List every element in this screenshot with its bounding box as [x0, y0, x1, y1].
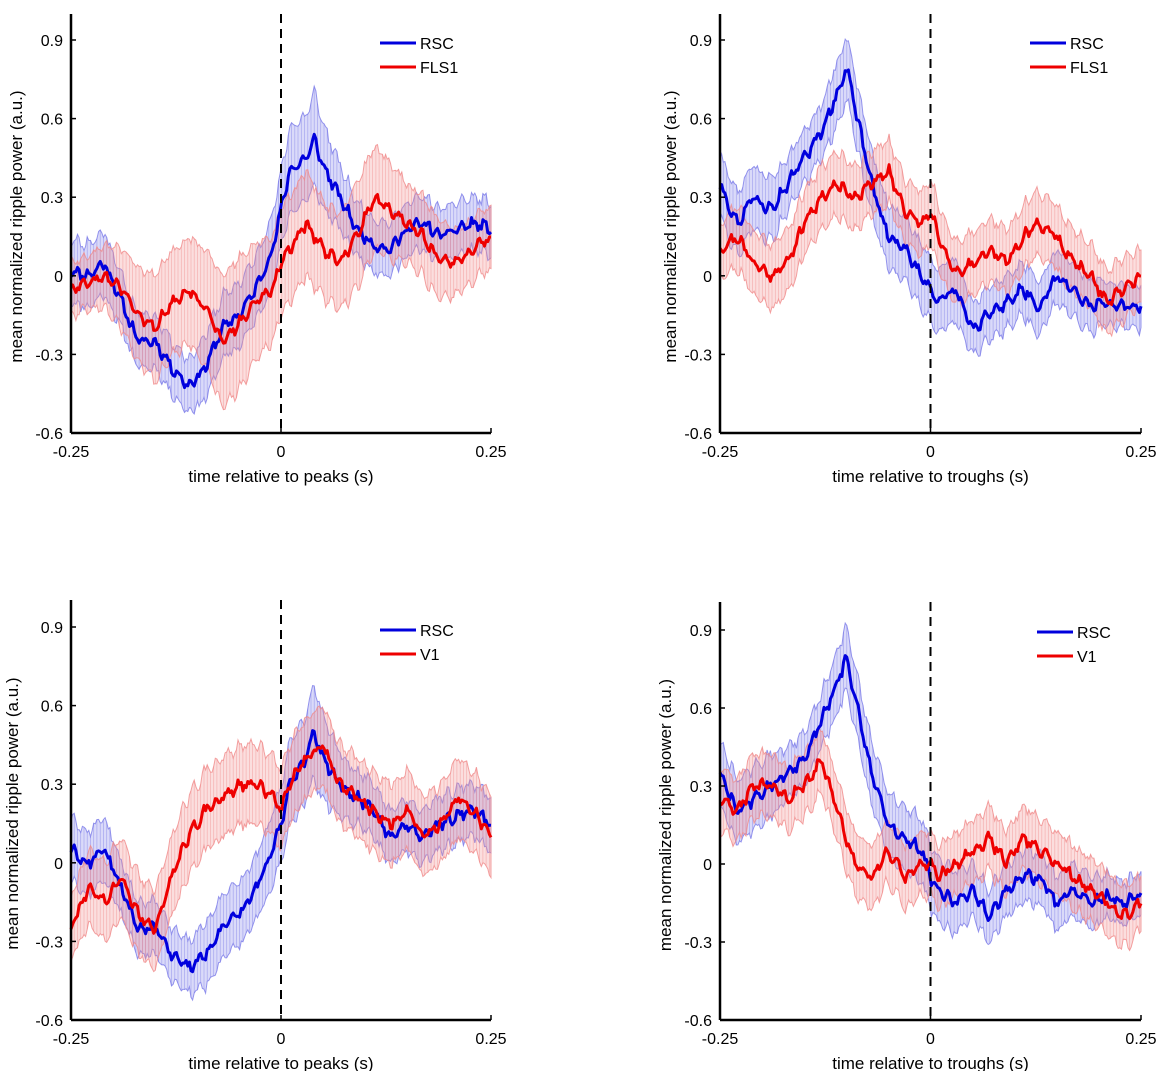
x-tick-label: 0: [926, 444, 935, 461]
x-tick-label: 0.25: [475, 1031, 506, 1048]
legend-label-v1: V1: [420, 647, 440, 664]
confidence-band-v1: [70, 705, 492, 973]
chart-panel-top-left: -0.6 -0.3 0 0.3 0.6 0.9 -0.25 0 0.25 time relativ…: [7, 14, 507, 486]
y-tick-label: 0.3: [690, 779, 712, 796]
y-tick-label: -0.3: [684, 935, 712, 952]
y-tick-label: -0.3: [35, 934, 63, 951]
y-tick-label: 0.9: [690, 33, 712, 50]
legend-label-rsc: RSC: [420, 623, 454, 640]
y-tick-label: 0: [54, 856, 63, 873]
x-axis-label: time relative to peaks (s): [188, 1054, 373, 1071]
chart-panel-top-right: -0.6 -0.3 0 0.3 0.6 0.9 -0.25 0 0.25 time relativ…: [661, 14, 1157, 486]
y-tick-label: 0: [703, 857, 712, 874]
x-tick-label: -0.25: [702, 444, 739, 461]
y-tick-label: 0.6: [41, 699, 63, 716]
y-tick-label: 0.9: [690, 623, 712, 640]
chart-panel-bottom-right: -0.6 -0.3 0 0.3 0.6 0.9 -0.25 0 0.25 time relativ…: [656, 602, 1157, 1071]
y-tick-label: 0.3: [690, 190, 712, 207]
y-tick-label: -0.3: [684, 347, 712, 364]
x-tick-label: 0: [277, 444, 286, 461]
y-tick-label: 0.6: [690, 701, 712, 718]
x-tick-label: 0.25: [1125, 1031, 1156, 1048]
x-tick-label: 0.25: [475, 444, 506, 461]
x-tick-label: 0.25: [1125, 444, 1156, 461]
y-tick-label: -0.6: [35, 1013, 63, 1030]
y-tick-label: -0.6: [684, 1013, 712, 1030]
y-tick-label: -0.3: [35, 347, 63, 364]
y-tick-label: 0.3: [41, 777, 63, 794]
y-axis-label: mean normalized ripple power (a.u.): [7, 90, 26, 362]
legend-label-v1: V1: [1077, 649, 1097, 666]
series-line-rsc: [70, 132, 493, 390]
x-tick-label: -0.25: [702, 1031, 739, 1048]
y-axis-label: mean normalized ripple power (a.u.): [656, 679, 675, 951]
chart-panel-bottom-left: -0.6 -0.3 0 0.3 0.6 0.9 -0.25 0 0.25 time relativ…: [3, 600, 507, 1071]
series-line-rsc: [69, 729, 492, 974]
x-tick-label: 0: [926, 1031, 935, 1048]
x-axis-label: time relative to troughs (s): [832, 1054, 1029, 1071]
legend-label-rsc: RSC: [1070, 36, 1104, 53]
x-tick-label: -0.25: [53, 444, 90, 461]
y-tick-label: 0.9: [41, 620, 63, 637]
legend-label-fls1: FLS1: [1070, 60, 1108, 77]
confidence-band-v1: [719, 727, 1142, 952]
y-tick-label: 0: [703, 269, 712, 286]
y-tick-label: -0.6: [35, 426, 63, 443]
series-line-fls1: [69, 193, 492, 345]
x-axis-label: time relative to troughs (s): [832, 467, 1029, 486]
y-axis-label: mean normalized ripple power (a.u.): [3, 677, 22, 949]
legend-label-rsc: RSC: [420, 36, 454, 53]
y-tick-label: 0.3: [41, 190, 63, 207]
x-tick-label: -0.25: [53, 1031, 90, 1048]
y-tick-label: 0.6: [41, 112, 63, 129]
y-tick-label: 0: [54, 269, 63, 286]
x-tick-label: 0: [277, 1031, 286, 1048]
y-tick-label: 0.6: [690, 112, 712, 129]
legend-label-rsc: RSC: [1077, 625, 1111, 642]
y-tick-label: 0.9: [41, 33, 63, 50]
legend-label-fls1: FLS1: [420, 60, 458, 77]
x-axis-label: time relative to peaks (s): [188, 467, 373, 486]
confidence-band-fls1: [719, 133, 1142, 338]
y-axis-label: mean normalized ripple power (a.u.): [661, 90, 680, 362]
y-tick-label: -0.6: [684, 426, 712, 443]
